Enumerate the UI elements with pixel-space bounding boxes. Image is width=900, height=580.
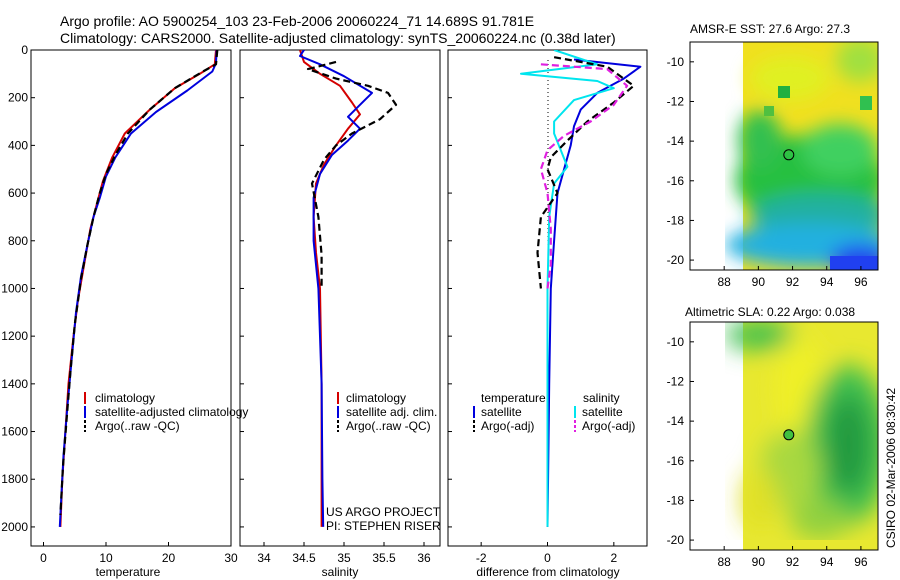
sst-map-lat-label: -12 xyxy=(667,94,685,108)
temperature-legend: climatology satellite-adjusted climatolo… xyxy=(84,391,248,433)
sla-map-lat-label: -16 xyxy=(667,454,685,468)
salinity-panel: 34 34.5 35 35.5 36 salinity climatology sate… xyxy=(239,49,441,579)
figure-title-line2: Climatology: CARS2000. Satellite-adjuste… xyxy=(60,30,616,46)
sst-map-lon-label: 94 xyxy=(820,275,834,289)
salinity-xtick-label: 35 xyxy=(337,551,351,565)
depth-tick-label: 200 xyxy=(8,91,28,105)
depth-tick-label: 1200 xyxy=(1,329,28,343)
depth-tick-label: 1600 xyxy=(1,425,28,439)
difference-xlabel: difference from climatology xyxy=(476,565,619,579)
pi-annotation: PI: STEPHEN RISER xyxy=(326,519,441,533)
legend-label-satellite-adjusted: satellite-adjusted climatology xyxy=(95,405,248,419)
depth-tick-label: 1000 xyxy=(1,281,28,295)
temperature-xlabel: temperature xyxy=(96,565,161,579)
figure-title-line1: Argo profile: AO 5900254_103 23-Feb-2006… xyxy=(60,13,534,29)
sst-map-lat-label: -14 xyxy=(667,134,685,148)
legend-label-temp-argo: Argo(-adj) xyxy=(481,419,534,433)
sla-heatmap xyxy=(725,322,878,550)
temperature-xtick-label: 30 xyxy=(224,551,238,565)
sla-map-lat-label: -20 xyxy=(667,533,685,547)
salinity-xtick-label: 36 xyxy=(417,551,431,565)
sla-map-panel: Altimetric SLA: 0.22 Argo: 0.038 88 90 92 9… xyxy=(667,305,879,569)
sst-map-lat-label: -18 xyxy=(667,213,685,227)
legend-label-sal-argo-diff: Argo(-adj) xyxy=(582,419,635,433)
sla-map-lat-label: -18 xyxy=(667,493,685,507)
temperature-xtick-label: 20 xyxy=(162,551,176,565)
depth-tick-label: 1800 xyxy=(1,472,28,486)
sst-map-lat-label: -10 xyxy=(667,55,685,69)
sst-map-lon-label: 90 xyxy=(752,275,766,289)
temperature-xtick-label: 10 xyxy=(99,551,113,565)
difference-series-salinity-satellite xyxy=(520,50,615,527)
salinity-xlabel: salinity xyxy=(322,565,359,579)
salinity-series-argo-raw-qc xyxy=(306,60,398,289)
project-annotation: US ARGO PROJECT xyxy=(326,505,441,519)
legend-col-title-temperature: temperature xyxy=(481,391,546,405)
salinity-series-satellite-adj-clim xyxy=(299,50,373,527)
legend-label-climatology: climatology xyxy=(95,391,155,405)
temperature-axes-frame xyxy=(30,49,232,547)
argo-position-marker-sst xyxy=(783,149,795,161)
sla-map-frame xyxy=(689,321,879,551)
legend-col-title-salinity: salinity xyxy=(583,391,620,405)
sst-map-frame xyxy=(689,41,879,271)
sst-map-lon-label: 92 xyxy=(786,275,800,289)
salinity-axes-frame xyxy=(239,49,441,547)
sla-map-title: Altimetric SLA: 0.22 Argo: 0.038 xyxy=(685,305,855,319)
legend-label-temp-satellite: satellite xyxy=(481,405,522,419)
sla-map-lon-label: 88 xyxy=(718,555,732,569)
temperature-series-argo-raw-qc xyxy=(59,50,219,516)
difference-xtick-label: 2 xyxy=(610,551,617,565)
sst-heatmap xyxy=(725,42,878,270)
depth-tick-label: 0 xyxy=(21,43,28,57)
sla-map-lon-label: 92 xyxy=(786,555,800,569)
timestamp-stamp: CSIRO 02-Mar-2006 08:30:42 xyxy=(884,388,898,548)
salinity-xtick-label: 34 xyxy=(257,551,271,565)
legend-label-sal-argo: Argo(..raw -QC) xyxy=(346,419,431,433)
sst-map-lon-label: 88 xyxy=(718,275,732,289)
sst-map-panel: AMSR-E SST: 27.6 Argo: 27.3 88 90 92 94 96 -1… xyxy=(667,22,879,289)
sla-map-lon-label: 96 xyxy=(854,555,868,569)
salinity-xtick-label: 34.5 xyxy=(292,551,316,565)
depth-tick-label: 400 xyxy=(8,138,28,152)
sla-map-lon-label: 90 xyxy=(752,555,766,569)
sst-map-lon-label: 96 xyxy=(854,275,868,289)
sla-map-lat-label: -10 xyxy=(667,335,685,349)
argo-position-marker-sla xyxy=(783,429,795,441)
sst-map-title: AMSR-E SST: 27.6 Argo: 27.3 xyxy=(690,22,850,36)
difference-legend: temperature salinity satellite Argo(-adj… xyxy=(473,391,635,433)
legend-label-sal-climatology: climatology xyxy=(346,391,406,405)
depth-tick-label: 800 xyxy=(8,234,28,248)
salinity-series-climatology xyxy=(299,50,361,527)
temperature-panel: 0 10 20 30 0 200 400 600 800 1000 1200 1400 1600 1800… xyxy=(1,43,248,579)
sla-map-lon-label: 94 xyxy=(820,555,834,569)
sla-map-lat-label: -14 xyxy=(667,414,685,428)
depth-tick-label: 2000 xyxy=(1,520,28,534)
difference-series-temperature-argo-adj xyxy=(536,56,635,289)
sst-map-lat-label: -20 xyxy=(667,253,685,267)
difference-series-temperature-satellite xyxy=(546,58,642,527)
sla-map-lat-label: -12 xyxy=(667,374,685,388)
difference-xtick-label: -2 xyxy=(476,551,487,565)
sst-map-lat-label: -16 xyxy=(667,174,685,188)
legend-label-sal-satellite: satellite adj. clim. xyxy=(346,405,437,419)
depth-tick-label: 600 xyxy=(8,186,28,200)
salinity-legend: climatology satellite adj. clim. Argo(..… xyxy=(337,391,437,433)
difference-panel: -2 0 2 difference from climatology tempera… xyxy=(447,49,648,579)
difference-series-salinity-argo-adj xyxy=(539,63,629,289)
difference-xtick-label: 0 xyxy=(544,551,551,565)
legend-label-sal-satellite-diff: satellite xyxy=(582,405,623,419)
legend-label-argo: Argo(..raw -QC) xyxy=(95,419,180,433)
temperature-xtick-label: 0 xyxy=(40,551,47,565)
depth-tick-label: 1400 xyxy=(1,377,28,391)
salinity-xtick-label: 35.5 xyxy=(372,551,396,565)
